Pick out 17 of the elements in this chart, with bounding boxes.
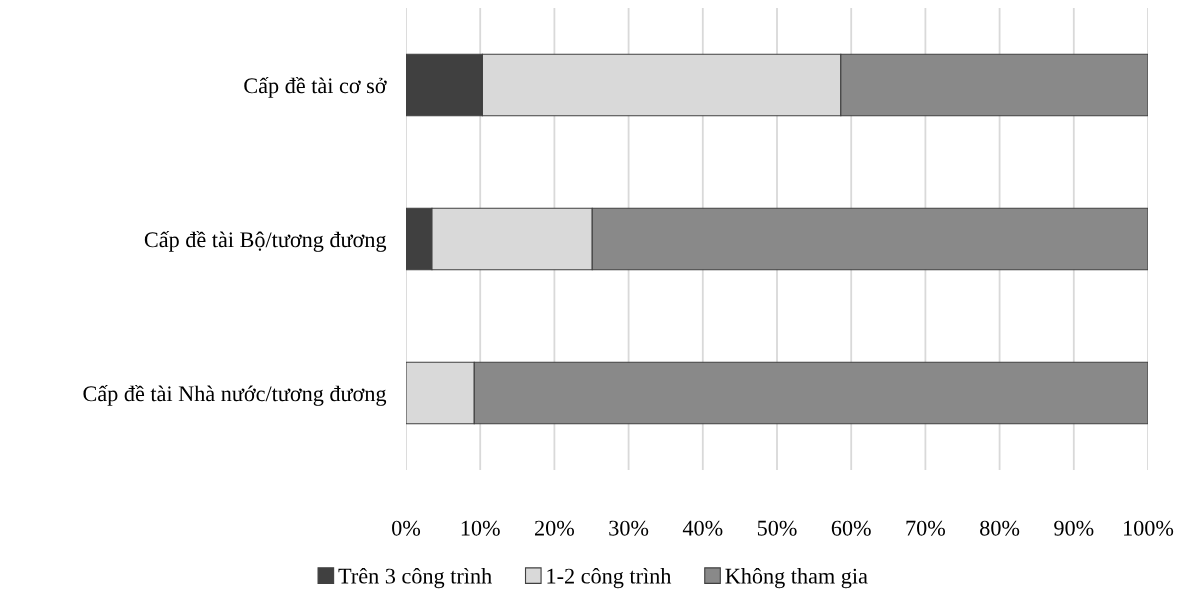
legend-label: Trên 3 công trình (338, 567, 492, 589)
y-tick-label: Cấp đề tài cơ sở (244, 76, 387, 98)
legend-label: Không tham gia (725, 567, 868, 589)
y-tick-label: Cấp đề tài Nhà nước/tương đương (83, 384, 387, 406)
x-tick-label: 50% (757, 520, 797, 536)
x-tick-label: 80% (980, 520, 1020, 536)
y-tick-label: Cấp đề tài Bộ/tương đương (144, 230, 387, 252)
x-tick-label: 20% (535, 520, 575, 536)
x-tick-label: 10% (461, 520, 500, 536)
x-tick-label: 90% (1054, 520, 1094, 536)
x-tick-label: 60% (831, 520, 871, 536)
x-tick-label: 0% (392, 520, 421, 536)
legend-label: 1-2 công trình (547, 567, 672, 589)
x-tick-label: 70% (906, 520, 946, 536)
x-tick-label: 100% (1124, 520, 1174, 536)
x-tick-label: 40% (682, 520, 723, 536)
x-tick-label: 30% (609, 520, 649, 536)
